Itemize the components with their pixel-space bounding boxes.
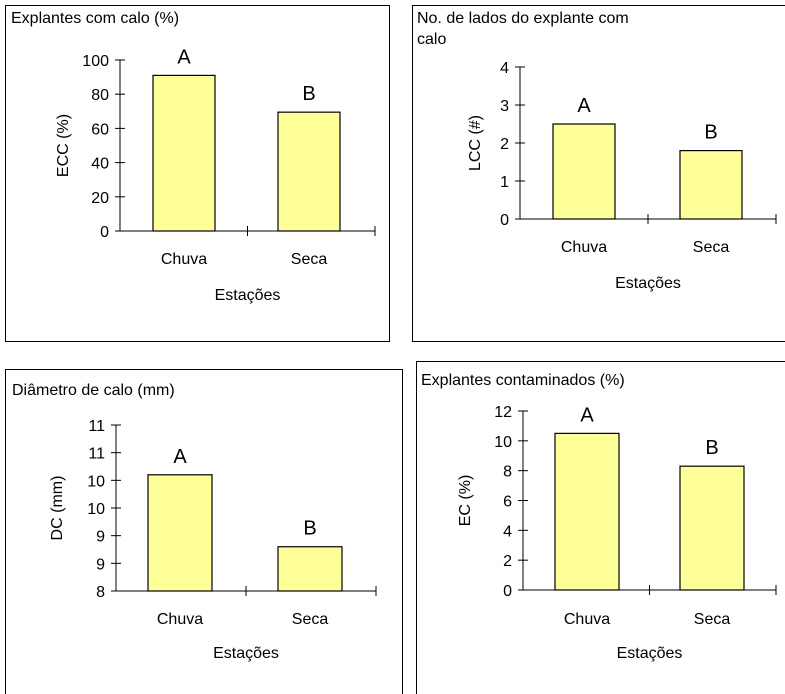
x-tick-label: Seca [693,239,730,256]
chart-title: Explantes contaminados (%) [421,372,625,389]
x-axis-label: Estações [617,645,683,662]
y-tick-label: 3 [500,98,509,115]
chart-panel-4: Explantes contaminados (%) A Chuva B Seca 0 2 4… [416,361,785,694]
bar-label: B [705,437,718,459]
bar-label: A [577,95,591,117]
chart-title: Explantes com calo (%) [11,10,179,27]
y-tick-label: 4 [503,523,512,540]
y-tick-label: 8 [503,464,512,481]
x-axis-label: Estações [215,287,281,304]
bar-seca [679,465,745,591]
bar-label: B [302,83,315,105]
y-tick-label: 20 [91,190,109,207]
y-tick-label: 11 [88,418,105,435]
y-tick-label: 9 [96,556,105,573]
y-tick-label: 12 [494,404,512,421]
y-axis-label: ECC (%) [55,114,72,177]
x-tick-label: Seca [694,611,731,628]
y-tick-label: 10 [494,434,512,451]
y-tick-label: 11 [88,446,105,463]
y-axis-label: DC (mm) [49,476,66,541]
bar-chuva [552,123,616,220]
bar-label: B [704,122,717,144]
bar-seca [679,150,743,220]
y-axis-label: EC (%) [457,475,474,527]
y-tick-label: 0 [503,583,512,600]
x-tick-label: Chuva [161,251,207,268]
y-tick-label: 0 [100,224,109,241]
y-tick-label: 9 [96,529,105,546]
bar-label: A [580,404,594,426]
y-tick-label: 10 [87,473,105,490]
bar-label: A [177,46,191,68]
x-tick-label: Seca [292,611,329,628]
y-tick-label: 2 [503,553,512,570]
chart-title: calo [417,31,446,48]
x-tick-label: Chuva [561,239,607,256]
y-tick-label: 8 [96,584,105,601]
y-tick-label: 80 [91,87,109,104]
x-tick-label: Chuva [157,611,203,628]
chart-title: Diâmetro de calo (mm) [12,382,175,399]
y-tick-label: 60 [91,121,109,138]
x-axis-label: Estações [213,645,279,662]
bar-seca [277,111,341,232]
y-axis-label: LCC (#) [467,115,484,171]
chart-panel-3: Diâmetro de calo (mm) A Chuva B Seca 8 9 9 10 10 1… [5,369,403,694]
chart-panel-2: No. de lados do explante com calo A Chuva B S… [412,5,785,342]
x-tick-label: Seca [291,251,328,268]
bar-label: A [173,446,187,468]
y-tick-label: 6 [503,494,512,511]
x-tick-label: Chuva [564,611,610,628]
y-tick-label: 2 [500,136,509,153]
bar-label: B [303,518,316,540]
y-tick-label: 1 [500,174,509,191]
y-tick-label: 4 [500,60,509,77]
bar-seca [277,546,343,592]
chart-panel-1: Explantes com calo (%) A Chuva B Seca 0 20 40 60… [5,5,390,342]
y-tick-label: 100 [82,53,109,70]
y-tick-label: 40 [91,156,109,173]
y-tick-label: 10 [87,501,105,518]
y-tick-label: 0 [500,212,509,229]
bar-chuva [147,474,213,592]
bar-chuva [554,432,620,591]
x-axis-label: Estações [615,275,681,292]
chart-title: No. de lados do explante com [417,10,629,27]
bar-chuva [152,74,216,232]
